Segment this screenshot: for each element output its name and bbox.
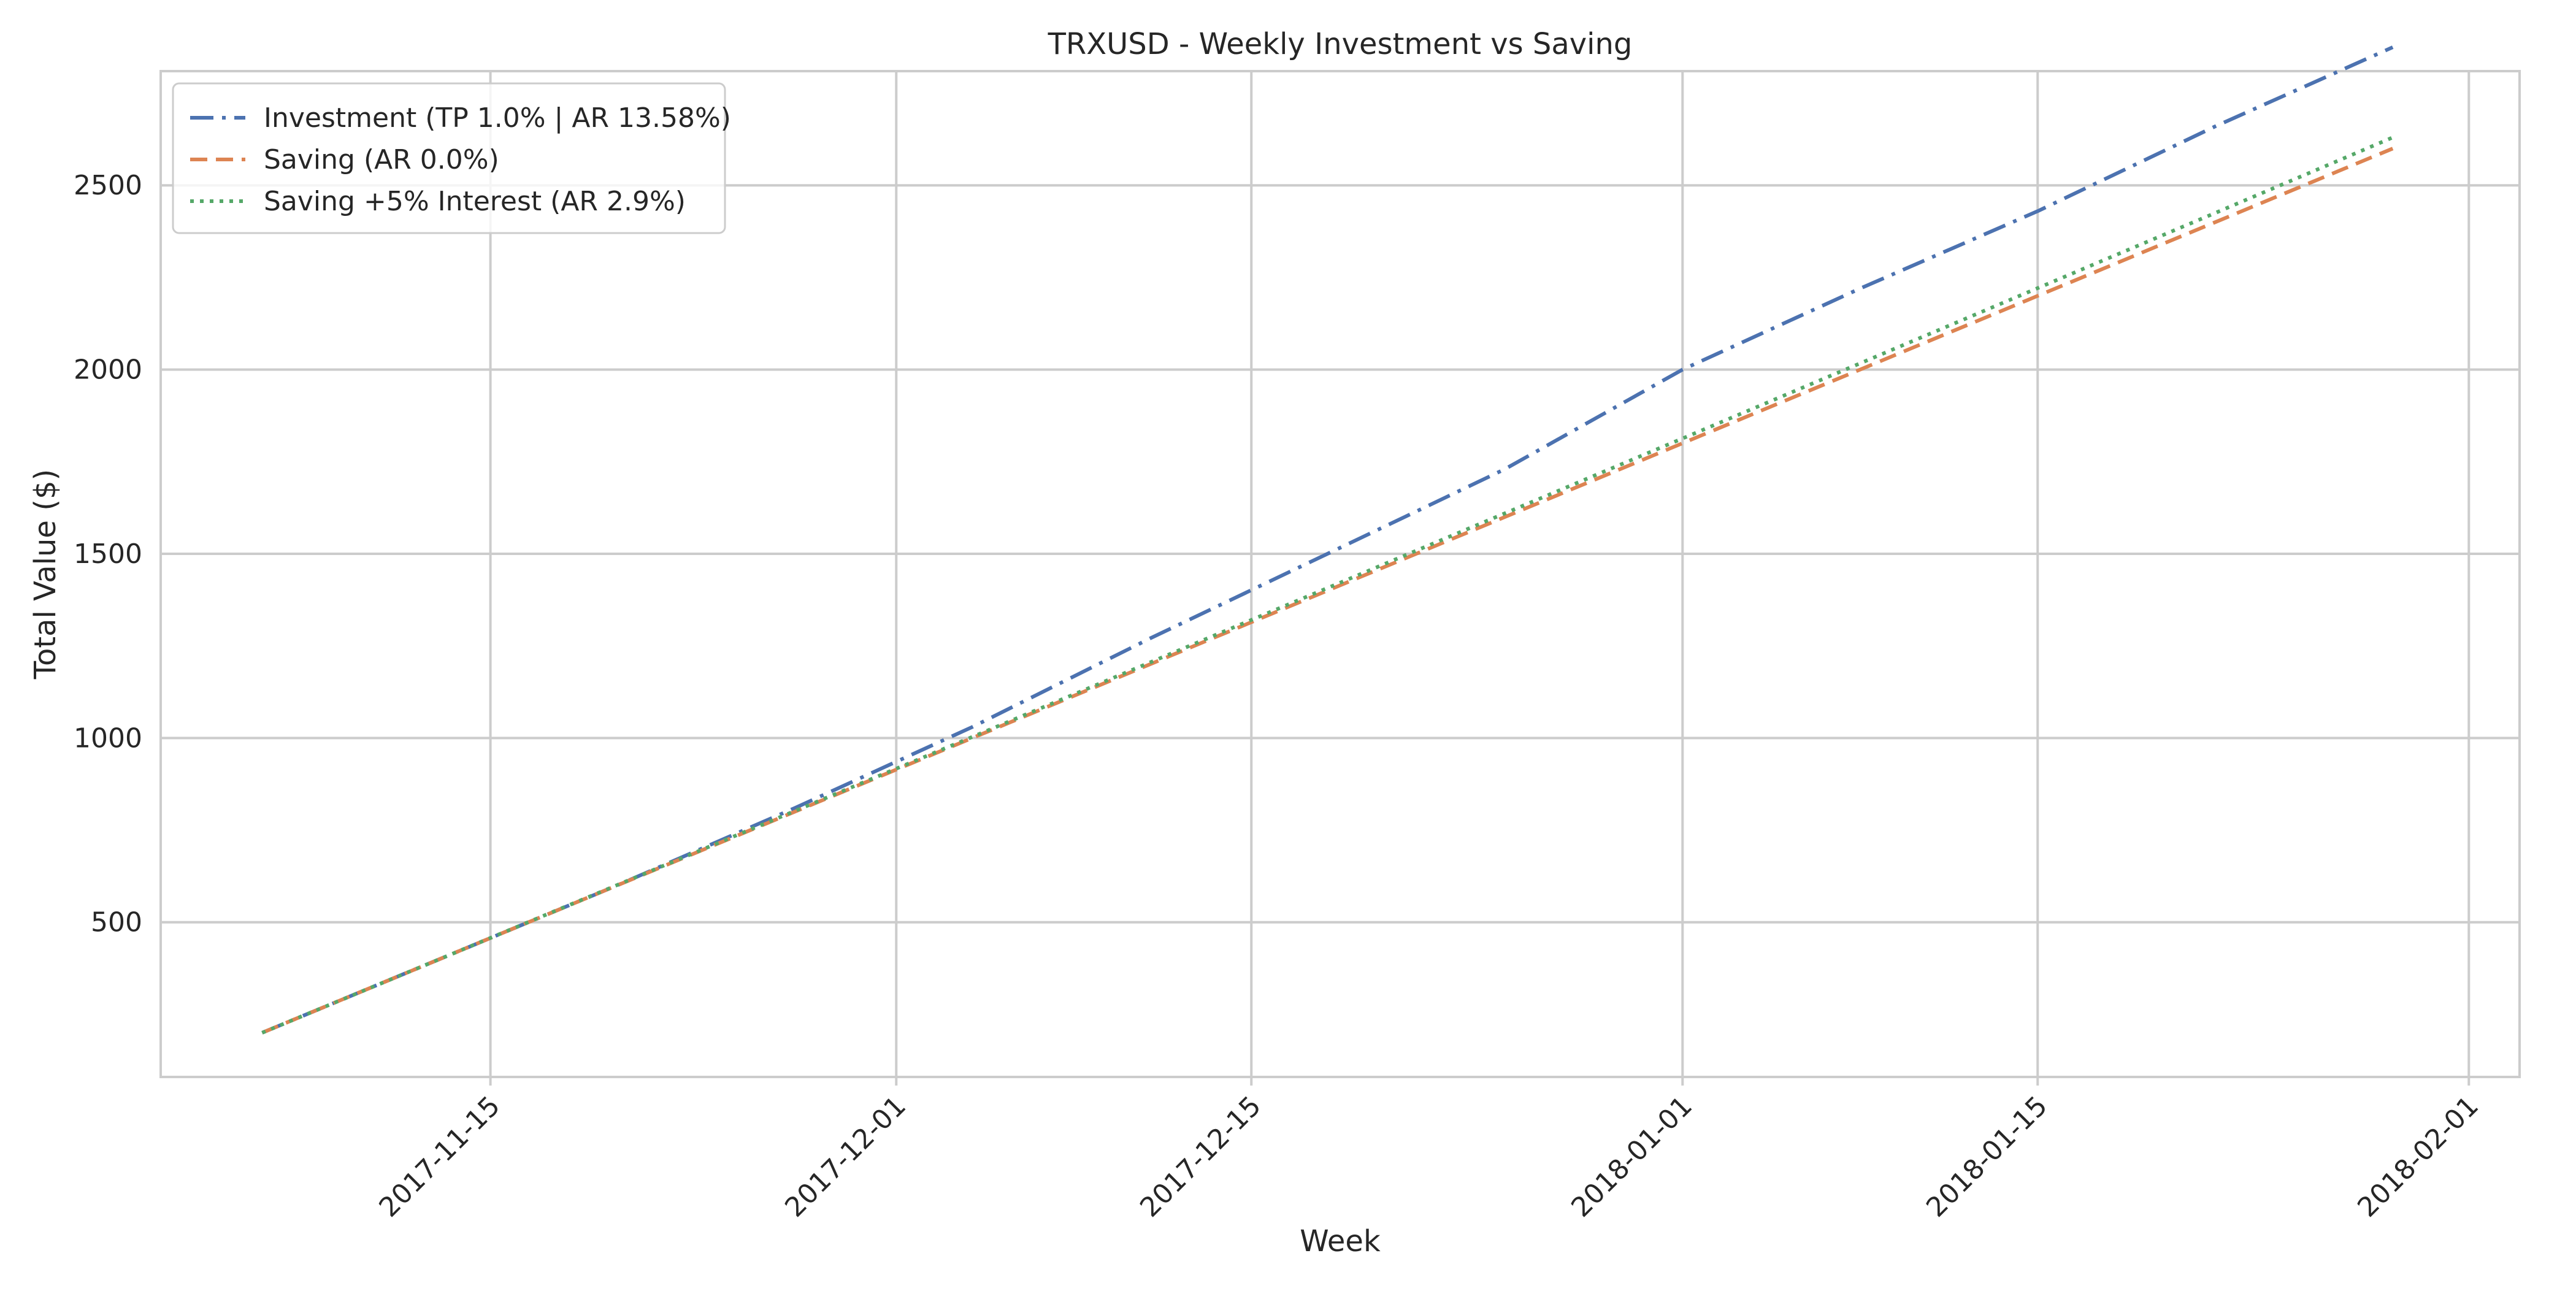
plot-frame <box>159 70 2521 1078</box>
legend: Investment (TP 1.0% | AR 13.58%) Saving (… <box>172 82 731 234</box>
legend-box <box>172 82 726 234</box>
series-line-1 <box>261 45 2394 1035</box>
legend-label-1: Investment (TP 1.0% | AR 13.58%) <box>264 102 731 134</box>
legend-label-3: Saving +5% Interest (AR 2.9%) <box>264 186 686 217</box>
grid <box>161 71 2520 1086</box>
y-tick-label: 1000 <box>74 722 142 754</box>
chart-title: TRXUSD - Weekly Investment vs Saving <box>1048 27 1633 61</box>
series-line-2 <box>261 147 2394 1035</box>
series-line-3 <box>261 136 2394 1035</box>
y-axis-label: Total Value ($) <box>28 469 63 680</box>
legend-label-2: Saving (AR 0.0%) <box>264 144 499 175</box>
y-tick-label: 1500 <box>74 538 142 570</box>
y-tick-label: 500 <box>91 907 142 938</box>
x-axis-label: Week <box>1300 1224 1381 1258</box>
series-layer <box>261 45 2394 1035</box>
y-tick-labels: 500 1000 1500 2000 2500 <box>74 170 142 938</box>
y-tick-label: 2500 <box>74 170 142 201</box>
y-tick-label: 2000 <box>74 354 142 386</box>
